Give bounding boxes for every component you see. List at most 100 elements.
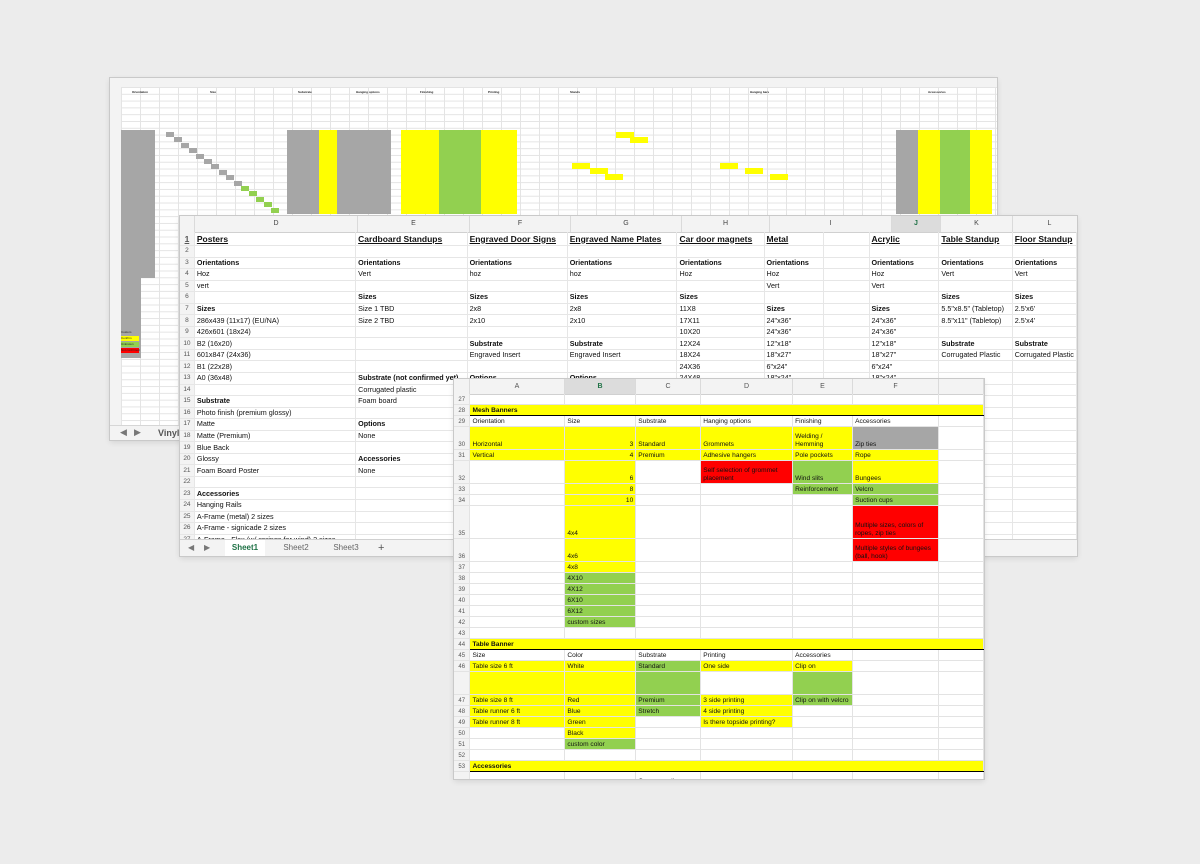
table-cell[interactable]: Velcro [852,483,939,495]
table-cell[interactable]: Corrugated plastic [355,384,468,397]
table-cell[interactable]: Substrate [938,337,1013,350]
table-cell[interactable]: Corrugated Plastic [938,349,1013,362]
table-cell[interactable]: Clip on with velcro [792,694,854,706]
table-cell[interactable] [823,268,870,281]
table-cell[interactable]: Suction cups [852,494,939,506]
row-number[interactable]: 11 [180,349,195,362]
row-number[interactable]: 23 [180,487,195,501]
table-cell[interactable]: Orientation [469,415,566,427]
column-header[interactable]: B [565,379,636,394]
table-cell[interactable] [355,487,468,501]
row-number[interactable]: 7 [180,303,195,316]
table-cell[interactable] [469,627,566,639]
table-cell[interactable] [792,494,854,506]
table-cell[interactable] [938,749,984,761]
table-cell[interactable]: Orientations [869,257,940,270]
row-number[interactable]: 24 [180,499,195,512]
row-number[interactable]: 48 [454,705,471,717]
table-cell[interactable] [852,649,939,661]
table-cell[interactable]: Glossy [194,453,357,466]
table-cell[interactable] [469,494,566,506]
table-cell[interactable]: A-Frame (metal) 2 sizes [194,511,357,524]
row-number[interactable]: 1 [180,232,195,246]
row-number[interactable]: 47 [454,694,471,706]
table-cell[interactable]: Reinforcement [792,483,854,495]
prev-sheet-icon[interactable]: ◀ [120,427,127,437]
table-cell[interactable]: 12X24 [676,337,765,350]
table-cell[interactable] [852,705,939,717]
table-cell[interactable] [1012,360,1077,373]
table-cell[interactable] [469,616,566,628]
column-header[interactable]: L [1013,216,1077,232]
table-cell[interactable] [635,594,702,606]
tab-vinyl[interactable]: Vinyl B [158,428,189,438]
row-number[interactable]: 2 [180,245,195,258]
table-cell[interactable] [355,522,468,535]
table-cell[interactable] [700,605,794,617]
table-cell[interactable]: Sizes [938,291,1013,304]
table-cell[interactable] [635,561,702,573]
table-cell[interactable] [823,245,870,258]
row-number[interactable]: 8 [180,314,195,327]
table-cell[interactable]: Size [469,649,566,661]
table-cell[interactable]: Substrate [1012,337,1077,350]
column-header[interactable]: G [571,216,682,232]
table-cell[interactable] [635,605,702,617]
table-cell[interactable] [355,360,468,373]
table-cell[interactable]: Clip on [792,660,854,672]
table-cell[interactable] [852,694,939,706]
table-cell[interactable]: 6X10 [564,594,637,606]
row-number[interactable]: 31 [454,449,471,461]
column-header[interactable] [454,379,470,394]
table-cell[interactable]: 4x6 [564,538,637,562]
table-cell[interactable]: 286x439 (11x17) (EU/NA) [194,314,357,327]
table-cell[interactable]: Matte [194,418,357,431]
table-cell[interactable] [635,616,702,628]
row-number[interactable]: 34 [454,494,471,506]
row-number[interactable]: 15 [180,395,195,408]
table-cell[interactable] [938,415,984,427]
table-cell[interactable] [938,583,984,595]
table-cell[interactable] [469,538,566,562]
table-cell[interactable] [792,605,854,617]
table-cell[interactable] [700,594,794,606]
table-cell[interactable] [852,616,939,628]
table-cell[interactable] [938,727,984,739]
row-number[interactable]: 54 [454,771,471,779]
table-cell[interactable] [938,360,1013,373]
table-cell[interactable]: Premium [635,694,702,706]
row-number[interactable]: 53 [454,760,471,772]
table-cell[interactable]: None [355,430,468,443]
table-cell[interactable]: Printing [700,649,794,661]
table-cell[interactable]: Corresponding banner size [635,771,702,779]
table-cell[interactable]: Engraved Door Signs [467,232,568,246]
table-cell[interactable] [700,671,794,695]
table-cell[interactable] [852,671,939,695]
row-number[interactable]: 6 [180,291,195,304]
row-number[interactable]: 36 [454,538,471,562]
table-cell[interactable] [1012,464,1077,477]
table-cell[interactable]: Vertical [469,449,566,461]
table-cell[interactable]: Color [564,649,637,661]
table-cell[interactable]: Rope [852,449,939,461]
table-cell[interactable] [635,627,702,639]
table-cell[interactable]: Corrugated Plastic [1012,349,1077,362]
table-cell[interactable]: 11X8 [676,303,765,316]
table-cell[interactable] [700,505,794,539]
table-cell[interactable] [938,394,984,405]
table-cell[interactable]: Orientations [764,257,825,270]
table-cell[interactable] [194,384,357,397]
table-cell[interactable] [938,649,984,661]
table-cell[interactable]: Orientations [467,257,568,270]
table-cell[interactable]: Bungees [852,460,939,484]
table-cell[interactable] [194,476,357,489]
table-cell[interactable]: 18"x27" [869,349,940,362]
row-number[interactable]: 27 [454,394,471,405]
table-cell[interactable]: 6X12 [564,605,637,617]
table-cell[interactable]: Hanging Rails [194,499,357,512]
table-cell[interactable]: Horizontal [469,426,566,450]
row-number[interactable]: 45 [454,649,471,661]
table-cell[interactable]: Foam board [355,395,468,408]
row-number[interactable]: 19 [180,441,195,454]
table-cell[interactable] [469,594,566,606]
